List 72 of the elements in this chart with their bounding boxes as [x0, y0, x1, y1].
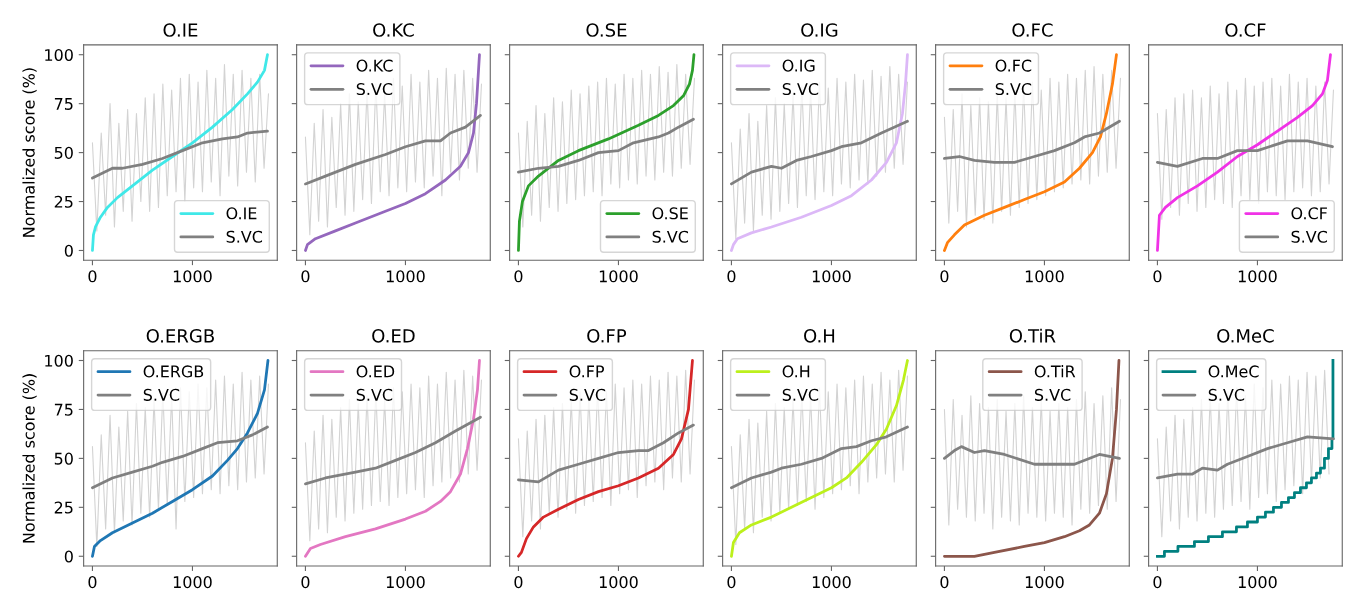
legend-label: O.H	[782, 365, 810, 378]
x-tick-label: 1000	[1238, 270, 1277, 283]
x-tick-label: 1000	[1238, 576, 1277, 589]
legend-label: S.VC	[782, 388, 819, 401]
x-tick-label: 1000	[1025, 270, 1064, 283]
x-tick-label: 0	[514, 270, 523, 283]
chart-title: O.IG	[801, 23, 838, 37]
y-tick-label: 0	[64, 550, 73, 563]
chart-title: O.CF	[1225, 23, 1266, 37]
legend-label: O.KC	[356, 59, 393, 72]
legend-label: S.VC	[782, 83, 819, 96]
legend-label: S.VC	[226, 230, 263, 243]
y-tick-label: 75	[54, 98, 73, 110]
chart-title: O.FC	[1012, 23, 1053, 37]
x-tick-label: 0	[301, 576, 310, 589]
y-tick-label: 25	[54, 195, 73, 208]
x-tick-label: 0	[940, 576, 949, 589]
y-axis-title: Normalized score (%)	[22, 68, 37, 237]
y-tick-label: 0	[64, 244, 73, 257]
chart-title: O.KC	[373, 23, 414, 37]
chart-title: O.SE	[586, 23, 627, 37]
legend-label: O.ED	[356, 365, 395, 378]
legend-label: O.FC	[995, 59, 1032, 72]
x-tick-label: 0	[514, 576, 523, 589]
legend-label: O.FP	[569, 365, 605, 378]
chart-title: O.FP	[587, 328, 627, 343]
legend-label: O.IG	[782, 59, 815, 72]
y-tick-label: 25	[54, 501, 73, 514]
chart-title: O.TiR	[1009, 328, 1056, 343]
legend-label: O.IE	[226, 207, 257, 220]
x-tick-label: 0	[88, 576, 97, 589]
y-tick-label: 100	[45, 354, 73, 367]
legend-label: S.VC	[569, 388, 606, 401]
x-tick-label: 0	[1153, 270, 1162, 283]
chart-title: O.H	[804, 328, 835, 343]
x-tick-label: 1000	[599, 270, 638, 283]
y-tick-label: 100	[45, 48, 73, 62]
x-tick-label: 1000	[386, 270, 425, 283]
x-tick-label: 1000	[173, 270, 212, 283]
legend-label: S.VC	[652, 230, 689, 243]
legend-label: O.TiR	[1034, 365, 1076, 378]
legend-label: S.VC	[143, 388, 180, 401]
legend-label: O.SE	[652, 207, 688, 220]
legend-label: O.MeC	[1208, 365, 1259, 378]
y-axis-title: Normalized score (%)	[22, 374, 37, 543]
chart-title: O.ED	[372, 328, 415, 343]
legend-label: S.VC	[356, 83, 393, 96]
y-tick-label: 50	[54, 452, 73, 465]
legend-label: S.VC	[995, 83, 1032, 96]
x-tick-label: 1000	[386, 576, 425, 589]
legend-label: O.ERGB	[143, 365, 204, 378]
x-tick-label: 1000	[1025, 576, 1064, 589]
y-tick-label: 50	[54, 146, 73, 159]
legend-label: S.VC	[356, 388, 393, 401]
x-tick-label: 1000	[173, 576, 212, 589]
legend-label: S.VC	[1291, 230, 1327, 243]
x-tick-label: 1000	[599, 576, 638, 589]
chart-title: O.MeC	[1217, 328, 1274, 343]
x-tick-label: 0	[88, 270, 97, 283]
chart-title: O.IE	[163, 23, 198, 37]
x-tick-label: 0	[301, 270, 310, 283]
legend-label: S.VC	[1034, 388, 1071, 401]
x-tick-label: 1000	[812, 576, 851, 589]
chart-title: O.ERGB	[146, 328, 214, 343]
y-tick-label: 75	[54, 403, 73, 416]
x-tick-label: 0	[727, 576, 736, 589]
x-tick-label: 0	[1153, 576, 1162, 589]
legend-label: S.VC	[1208, 388, 1245, 401]
legend-label: O.CF	[1291, 207, 1327, 220]
x-tick-label: 0	[940, 270, 949, 283]
x-tick-label: 1000	[812, 270, 851, 283]
x-tick-label: 0	[727, 270, 736, 283]
